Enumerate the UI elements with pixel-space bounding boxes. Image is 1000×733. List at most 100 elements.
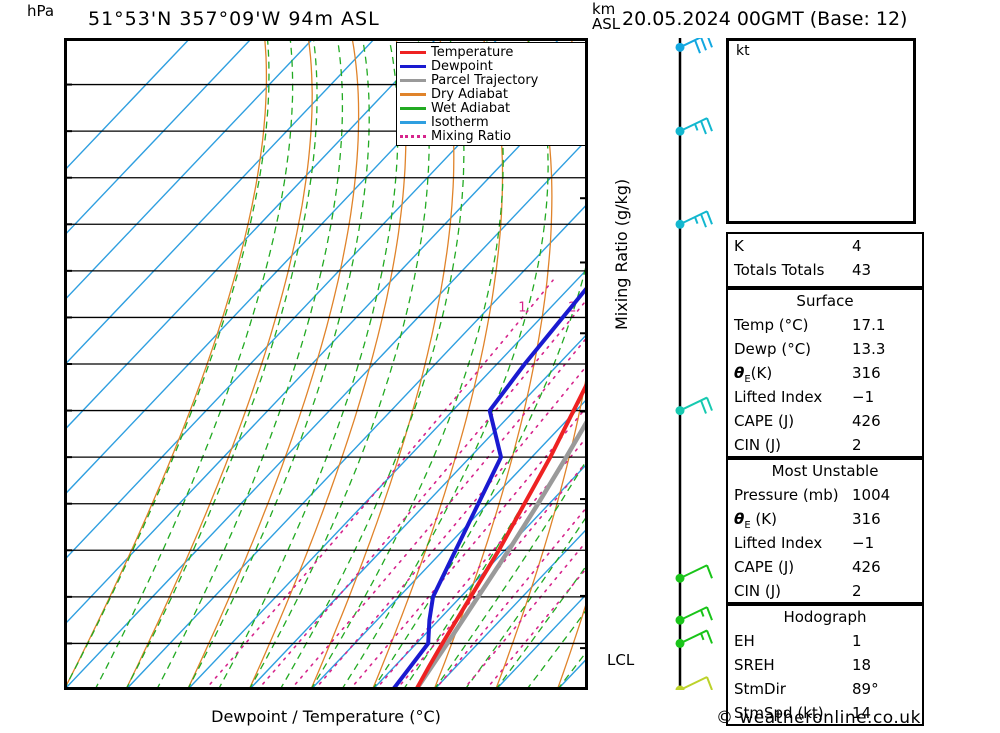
wind-barb [675, 117, 713, 136]
x-axis-title: Dewpoint / Temperature (°C) [211, 707, 441, 726]
info-row: Pressure (mb) 1004 [728, 483, 922, 507]
panel-title: Surface [796, 292, 854, 310]
height-unit-label: km ASL [592, 2, 620, 32]
legend-item: Dewpoint [400, 59, 582, 73]
legend-item: Temperature [400, 45, 582, 59]
info-value: 426 [852, 412, 881, 430]
info-row: CIN (J) 2 [728, 433, 922, 457]
info-key: Dewp (°C) [734, 340, 812, 358]
info-value: 316 [852, 364, 881, 382]
surface-panel: Surface Temp (°C) 17.1 Dewp (°C) 13.3 θE(K) 31… [726, 288, 924, 458]
info-key: CAPE (J) [734, 412, 795, 430]
legend-swatch [400, 120, 426, 124]
info-value: 43 [852, 261, 872, 279]
pressure-unit-label: hPa [27, 2, 55, 20]
profile-temperature [414, 377, 588, 690]
legend-swatch [400, 64, 426, 68]
hodograph-stats-panel: Hodograph EH 1 SREH 18 StmDir 89° StmSpd (kt) 14 [726, 604, 924, 726]
wind-barb [675, 210, 713, 229]
wind-barb [675, 606, 713, 625]
page-title: 51°53'N 357°09'W 94m ASL [88, 8, 380, 30]
legend-label: Wet Adiabat [431, 100, 511, 116]
info-key: θE (K) [734, 510, 777, 531]
info-key: Lifted Index [734, 534, 823, 552]
legend-label: Parcel Trajectory [431, 72, 539, 88]
info-row: θE(K) 316 [728, 361, 922, 385]
date-title: 20.05.2024 00GMT (Base: 12) [622, 8, 908, 30]
wind-barb [675, 396, 713, 416]
info-value: −1 [852, 388, 875, 406]
info-value: 2 [852, 582, 862, 600]
info-row: Totals Totals 43 [728, 258, 922, 282]
info-key: CIN (J) [734, 436, 782, 454]
profile-dewpoint [391, 283, 588, 690]
info-value: 4 [852, 237, 862, 255]
legend-item: Isotherm [400, 115, 582, 129]
legend-swatch [400, 134, 426, 138]
info-row: SREH 18 [728, 653, 922, 677]
legend-swatch [400, 78, 426, 82]
info-row: StmSpd (kt) 14 [728, 701, 922, 725]
info-key: EH [734, 632, 755, 650]
legend-item: Wet Adiabat [400, 101, 582, 115]
plot-frame [64, 38, 588, 690]
legend-label: Isotherm [431, 114, 489, 130]
wind-barb [675, 38, 713, 54]
info-key: θE(K) [734, 364, 773, 385]
legend-item: Dry Adiabat [400, 87, 582, 101]
info-key: K [734, 237, 744, 255]
info-row: StmDir 89° [728, 677, 922, 701]
mixing-ratio-axis-title: Mixing Ratio (g/kg) [612, 178, 631, 330]
legend-label: Temperature [431, 44, 514, 60]
info-value: 426 [852, 558, 881, 576]
legend-swatch [400, 92, 426, 96]
info-value: 17.1 [852, 316, 886, 334]
lcl-label: LCL [607, 651, 635, 669]
legend-swatch [400, 50, 426, 54]
most-unstable-panel: Most Unstable Pressure (mb) 1004 θE (K) 316 L… [726, 458, 924, 604]
skewt-plot: 1230035040045050055060065070075080085090… [64, 38, 588, 690]
height-unit-km: km [592, 0, 616, 18]
info-value: 1004 [852, 486, 891, 504]
info-row: CAPE (J) 426 [728, 555, 922, 579]
info-row: Dewp (°C) 13.3 [728, 337, 922, 361]
info-key: StmSpd (kt) [734, 704, 824, 722]
info-key: Totals Totals [734, 261, 825, 279]
info-value: 89° [852, 680, 879, 698]
info-key: CIN (J) [734, 582, 782, 600]
info-row: Lifted Index −1 [728, 531, 922, 555]
profile-parcel-trajectory [414, 415, 588, 690]
info-key: Temp (°C) [734, 316, 809, 334]
wind-barb [675, 676, 713, 690]
mixing-ratio-label: 1 [518, 300, 526, 315]
legend-label: Dry Adiabat [431, 86, 508, 102]
info-key: StmDir [734, 680, 786, 698]
wind-barb-column [675, 38, 713, 690]
legend-item: Mixing Ratio [400, 129, 582, 143]
info-row: θE (K) 316 [728, 507, 922, 531]
info-key: CAPE (J) [734, 558, 795, 576]
info-row: CAPE (J) 426 [728, 409, 922, 433]
legend: Temperature Dewpoint Parcel Trajectory Dry … [396, 42, 586, 146]
panel-title: Most Unstable [771, 462, 879, 480]
info-row: Temp (°C) 17.1 [728, 313, 922, 337]
panel-title: Hodograph [783, 608, 867, 626]
info-key: Lifted Index [734, 388, 823, 406]
wind-barb [675, 564, 713, 583]
info-value: 18 [852, 656, 872, 674]
info-value: 316 [852, 510, 881, 528]
copyright-footer: © weatheronline.co.uk [716, 708, 921, 728]
info-value: 1 [852, 632, 862, 650]
legend-item: Parcel Trajectory [400, 73, 582, 87]
info-row: Lifted Index −1 [728, 385, 922, 409]
info-value: 14 [852, 704, 872, 722]
hodograph-unit-label: kt [736, 43, 750, 59]
info-key: SREH [734, 656, 775, 674]
height-unit-asl: ASL [592, 15, 621, 33]
info-value: 13.3 [852, 340, 886, 358]
info-row: EH 1 [728, 629, 922, 653]
legend-swatch [400, 106, 426, 110]
info-row: CIN (J) 2 [728, 579, 922, 603]
